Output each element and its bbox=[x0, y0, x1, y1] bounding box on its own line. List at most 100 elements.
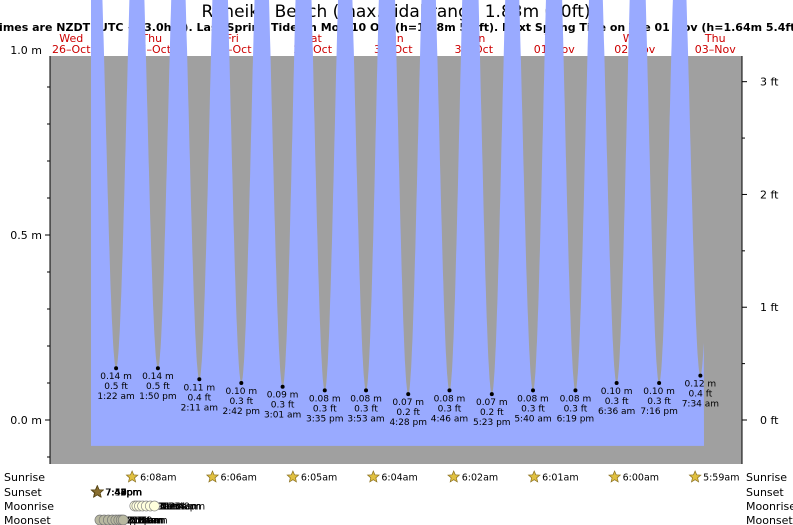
astro-rows: Sunrise Sunrise 6:08am 6:06am 6:05am 6:04am 6:… bbox=[4, 470, 793, 525]
low-tide-time: 3:01 am bbox=[264, 411, 301, 421]
moonset-time: 11:03pm bbox=[116, 516, 159, 525]
low-tide-time: 6:19 pm bbox=[557, 414, 595, 424]
moonrise-icon bbox=[149, 500, 160, 512]
low-tide-meters: 0.09 m bbox=[267, 391, 299, 401]
moonset-time: 1:18am bbox=[124, 516, 160, 525]
low-tide-dot bbox=[698, 373, 703, 378]
sunset-time: 7:50pm bbox=[106, 488, 143, 499]
low-tide-meters: 0.14 m bbox=[142, 372, 174, 382]
sunset-row-label-left: Sunset bbox=[4, 486, 42, 499]
sunrise-icon bbox=[688, 470, 702, 483]
sunset-time: 7:46pm bbox=[105, 488, 142, 499]
low-tide-meters: 0.12 m bbox=[685, 380, 717, 390]
moonset-row-label-left: Moonset bbox=[4, 514, 51, 525]
sunset-time: 7:42pm bbox=[105, 488, 142, 499]
low-tide-meters: 0.10 m bbox=[643, 387, 675, 397]
low-tide-dot bbox=[489, 392, 494, 397]
day-label-dow: Thu bbox=[704, 32, 726, 45]
low-tide-meters: 0.10 m bbox=[601, 387, 633, 397]
low-tide-feet: 0.4 ft bbox=[689, 390, 713, 400]
axes: 0.0 m0.5 m1.0 m1.5 m0 ft1 ft2 ft3 ft4 ft… bbox=[10, 44, 779, 464]
sunrise-time: 6:04am bbox=[381, 473, 417, 484]
low-tide-time: 3:35 pm bbox=[306, 414, 344, 424]
moonset-row-label-right: Moonset bbox=[746, 514, 793, 525]
sunrise-time: 6:02am bbox=[462, 473, 498, 484]
sunrise-row-label-left: Sunrise bbox=[4, 471, 45, 484]
moonrise-row-label-right: Moonrise bbox=[746, 500, 793, 513]
sunset-time: 7:47pm bbox=[105, 488, 142, 499]
day-label-date: 03–Nov bbox=[695, 43, 736, 56]
sunrise-icon bbox=[205, 470, 220, 483]
low-tide-dot bbox=[447, 388, 452, 393]
sunrise-time: 6:01am bbox=[542, 473, 578, 484]
moonset-icon bbox=[117, 514, 129, 525]
sunrise-time: 6:08am bbox=[140, 473, 176, 484]
day-label-dow: Wed bbox=[59, 32, 83, 45]
moonrise-time: 8:20am bbox=[147, 502, 183, 513]
low-tide-feet: 0.3 ft bbox=[647, 397, 671, 407]
tide-labels: 0.14 m0.5 ft1:22 am1.53 m5.0 ft7:33 am0.… bbox=[97, 366, 719, 428]
low-tide-feet: 0.2 ft bbox=[480, 408, 504, 418]
tide-curve bbox=[91, 0, 704, 446]
low-tide-feet: 0.4 ft bbox=[187, 393, 211, 403]
moonrise-time: 11:34am bbox=[158, 502, 200, 513]
left-tick-label: 0.5 m bbox=[10, 229, 42, 242]
sunset-time: 7:48pm bbox=[105, 488, 142, 499]
low-tide-dot bbox=[197, 377, 202, 382]
low-tide-meters: 0.07 m bbox=[476, 398, 508, 408]
moonrise-time: 6:57am bbox=[143, 502, 179, 513]
low-tide-time: 6:36 am bbox=[598, 407, 635, 417]
sunrise-icon bbox=[608, 470, 622, 483]
moonset-time: 2:11am bbox=[127, 516, 163, 525]
sunrise-time: 6:06am bbox=[220, 473, 256, 484]
sunrise-time: 6:00am bbox=[623, 473, 659, 484]
day-label-dow: Thu bbox=[140, 32, 162, 45]
low-tide-feet: 0.3 ft bbox=[229, 397, 253, 407]
right-tick-label: 2 ft bbox=[760, 188, 779, 201]
low-tide-time: 1:22 am bbox=[97, 392, 134, 402]
low-tide-meters: 0.08 m bbox=[560, 394, 592, 404]
low-tide-feet: 0.2 ft bbox=[396, 408, 420, 418]
sunrise-icon bbox=[286, 470, 300, 483]
moonset-time: 2:54am bbox=[129, 516, 165, 525]
tide-area bbox=[91, 0, 704, 446]
low-tide-time: 5:40 am bbox=[514, 414, 551, 424]
moonset-time: 12:15am bbox=[120, 516, 162, 525]
low-tide-feet: 0.3 ft bbox=[438, 404, 462, 414]
sunset-row-label-right: Sunset bbox=[746, 486, 784, 499]
low-tide-meters: 0.08 m bbox=[517, 394, 549, 404]
sunset-time: 7:43pm bbox=[105, 488, 142, 499]
low-tide-meters: 0.08 m bbox=[434, 394, 466, 404]
low-tide-dot bbox=[406, 392, 411, 397]
low-tide-dot bbox=[364, 388, 369, 393]
moonrise-time: 10:22am bbox=[154, 502, 196, 513]
low-tide-time: 5:23 pm bbox=[473, 418, 511, 428]
sunset-time: 7:44pm bbox=[105, 488, 142, 499]
low-tide-feet: 0.3 ft bbox=[564, 404, 588, 414]
low-tide-dot bbox=[280, 384, 285, 389]
sunrise-icon bbox=[447, 470, 461, 483]
low-tide-time: 7:16 pm bbox=[640, 407, 678, 417]
sunrise-icon bbox=[527, 470, 541, 483]
low-tide-feet: 0.3 ft bbox=[354, 404, 378, 414]
moonrise-time: 9:16am bbox=[151, 502, 187, 513]
low-tide-meters: 0.14 m bbox=[100, 372, 132, 382]
moonrise-time: 12:48pm bbox=[162, 502, 205, 513]
low-tide-time: 7:34 am bbox=[682, 400, 719, 410]
sunrise-time: 6:05am bbox=[301, 473, 337, 484]
low-tide-time: 2:42 pm bbox=[223, 407, 261, 417]
left-tick-label: 0.0 m bbox=[10, 414, 42, 427]
low-tide-time: 1:50 pm bbox=[139, 392, 177, 402]
sunset-icon bbox=[90, 485, 105, 498]
low-tide-meters: 0.08 m bbox=[350, 394, 382, 404]
right-tick-label: 1 ft bbox=[760, 301, 779, 314]
right-tick-label: 0 ft bbox=[760, 414, 779, 427]
low-tide-dot bbox=[614, 381, 619, 385]
low-tide-time: 4:46 am bbox=[431, 414, 468, 424]
moonrise-row-label-left: Moonrise bbox=[4, 500, 54, 513]
low-tide-dot bbox=[573, 388, 578, 393]
low-tide-dot bbox=[531, 388, 536, 393]
low-tide-meters: 0.11 m bbox=[183, 383, 215, 393]
low-tide-feet: 0.3 ft bbox=[313, 404, 337, 414]
